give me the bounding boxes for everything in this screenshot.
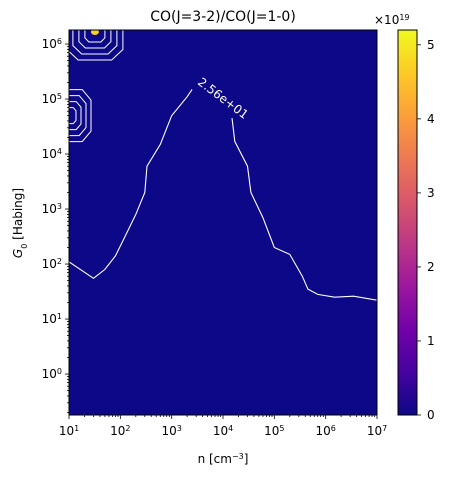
colorbar-tick-label: 2 <box>427 260 435 274</box>
colorbar-offset-label: ×1019 <box>374 13 410 28</box>
colorbar-tick-label: 1 <box>427 334 435 348</box>
colorbar-tick-label: 5 <box>427 38 435 52</box>
contour-ring-top-2 <box>78 30 112 49</box>
y-tick-label: 103 <box>42 202 62 217</box>
contour-ring-left-2 <box>69 101 82 131</box>
contour-ring-left-1 <box>69 95 87 137</box>
plot-area: 2.56e+01 <box>68 29 378 416</box>
x-tick-label: 103 <box>161 424 181 439</box>
contour-ring-top-0 <box>69 30 124 61</box>
y-axis-label: G0 [Habing] <box>11 188 29 258</box>
x-tick-label: 107 <box>367 424 387 439</box>
x-tick-label: 102 <box>110 424 130 439</box>
contour-ring-left-0 <box>69 89 92 143</box>
y-tick-label: 104 <box>42 147 62 162</box>
contour-ring-left-3 <box>69 107 77 125</box>
colorbar: 0 1 2 3 4 5 ×1019 <box>374 13 435 423</box>
x-tick-label: 101 <box>59 424 79 439</box>
y-tick-label: 101 <box>42 312 62 327</box>
x-tick-label: 106 <box>315 424 335 439</box>
colorbar-tick-label: 0 <box>427 408 435 422</box>
heatmap-background <box>69 30 377 415</box>
x-axis-label: n [cm−3] <box>198 452 249 467</box>
contour-layer <box>69 30 377 301</box>
chart-title: CO(J=3-2)/CO(J=1-0) <box>150 9 296 25</box>
x-tick-label: 104 <box>213 424 233 439</box>
y-tick-label: 106 <box>42 37 62 52</box>
y-axis: 100 101 102 103 104 105 106 <box>42 37 69 413</box>
y-tick-label: 100 <box>42 367 62 382</box>
contour-line-left <box>69 89 193 279</box>
colorbar-tick-label: 4 <box>427 112 435 126</box>
hotspot-mark <box>90 30 99 35</box>
contour-ring-top-3 <box>84 30 106 43</box>
x-tick-label: 105 <box>264 424 284 439</box>
contour-ring-top-1 <box>72 30 118 55</box>
colorbar-ticks: 0 1 2 3 4 5 <box>417 38 435 422</box>
colorbar-tick-label: 3 <box>427 186 435 200</box>
colorbar-gradient <box>397 29 418 416</box>
y-tick-label: 105 <box>42 92 62 107</box>
contour-line-right <box>231 118 377 301</box>
x-axis: 101 102 103 104 105 106 107 <box>59 415 387 438</box>
y-tick-label: 102 <box>42 257 62 272</box>
